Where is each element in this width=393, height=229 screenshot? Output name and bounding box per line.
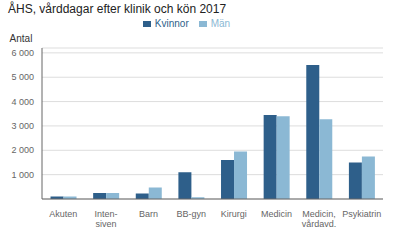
- svg-text:Psykiatrin: Psykiatrin: [342, 209, 381, 219]
- svg-text:Inten-siven: Inten-siven: [94, 209, 117, 229]
- svg-text:3 000: 3 000: [11, 121, 34, 131]
- svg-text:6 000: 6 000: [11, 48, 34, 58]
- svg-text:Antal: Antal: [10, 33, 33, 44]
- svg-text:5 000: 5 000: [11, 72, 34, 82]
- svg-text:Medicin,vårdavd.: Medicin,vårdavd.: [302, 209, 337, 229]
- svg-text:Medicin: Medicin: [261, 209, 292, 219]
- svg-text:Akuten: Akuten: [49, 209, 77, 219]
- svg-text:BB-gyn: BB-gyn: [176, 209, 206, 219]
- html-text:Män: Män: [210, 18, 231, 29]
- svg-text:Barn: Barn: [139, 209, 158, 219]
- html-text:Kvinnor: Kvinnor: [154, 18, 189, 29]
- svg-text:2 000: 2 000: [11, 145, 34, 155]
- svg-text:1 000: 1 000: [11, 170, 34, 180]
- svg-text:4 000: 4 000: [11, 97, 34, 107]
- html-text:ÅHS, vårddagar efter klinik oc: ÅHS, vårddagar efter klinik och kön 2017: [8, 2, 227, 16]
- svg-text:Kirurgi: Kirurgi: [221, 209, 247, 219]
